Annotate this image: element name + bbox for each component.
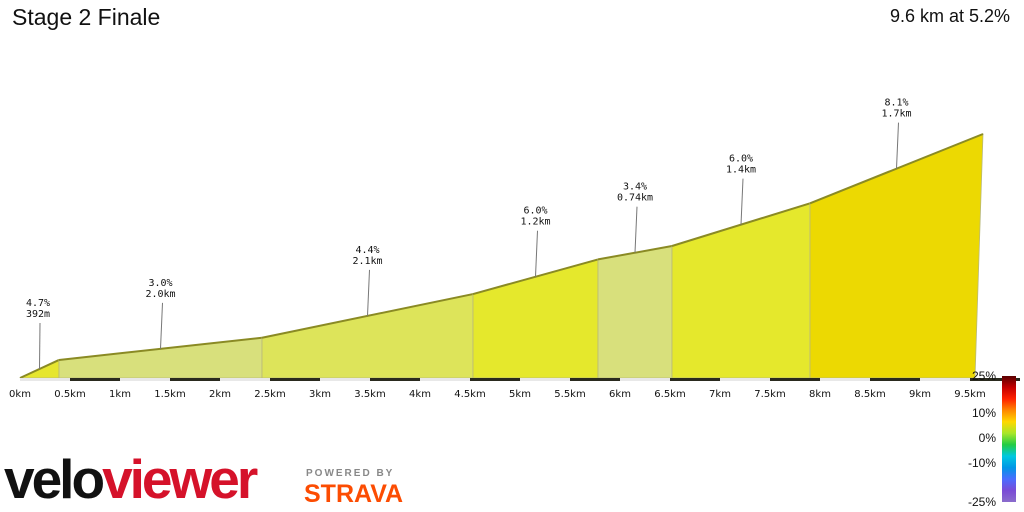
powered-by-label: POWERED BY — [306, 468, 395, 479]
segment-grade-label-3: 4.4% — [355, 245, 379, 256]
x-tick-label-18: 9km — [909, 389, 931, 400]
segment-grade-label-1: 4.7% — [26, 298, 50, 309]
chart-title: Stage 2 Finale — [12, 4, 161, 30]
x-axis-band-17 — [870, 378, 920, 381]
x-tick-label-14: 7km — [709, 389, 731, 400]
x-axis-band-11 — [570, 378, 620, 381]
segment-grade-label-2: 3.0% — [148, 278, 172, 289]
segment-grade-label-6: 6.0% — [729, 154, 753, 165]
x-tick-label-8: 4km — [409, 389, 431, 400]
x-tick-label-7: 3.5km — [354, 389, 385, 400]
segment-grade-label-7: 8.1% — [884, 98, 908, 109]
grade-scale-label-2: 0% — [979, 431, 997, 445]
x-axis-band-9 — [470, 378, 520, 381]
x-tick-label-17: 8.5km — [854, 389, 885, 400]
segment-grade-label-4: 6.0% — [523, 206, 547, 217]
segment-5 — [597, 245, 673, 379]
segment-leader-1 — [39, 322, 41, 369]
logo-text-viewer: viewer — [102, 448, 258, 510]
segment-6 — [671, 202, 811, 379]
segment-leader-5 — [634, 206, 638, 253]
x-tick-label-6: 3km — [309, 389, 331, 400]
segment-length-label-5: 0.74km — [617, 193, 653, 204]
x-axis-band-5 — [270, 378, 320, 381]
x-tick-label-5: 2.5km — [254, 389, 285, 400]
x-axis-band-7 — [370, 378, 420, 381]
segment-length-label-2: 2.0km — [145, 289, 175, 300]
x-tick-label-12: 6km — [609, 389, 631, 400]
grade-color-scale — [1002, 376, 1016, 502]
x-axis-band-19 — [970, 378, 1020, 381]
x-tick-label-13: 6.5km — [654, 389, 685, 400]
x-axis-band-13 — [670, 378, 720, 381]
segment-leader-7 — [896, 122, 899, 169]
grade-scale-label-4: -25% — [968, 495, 996, 509]
x-tick-label-0: 0km — [9, 389, 31, 400]
segment-length-label-6: 1.4km — [726, 165, 756, 176]
x-tick-label-9: 4.5km — [454, 389, 485, 400]
segment-outline-7 — [809, 133, 984, 205]
x-tick-label-11: 5.5km — [554, 389, 585, 400]
x-tick-label-16: 8km — [809, 389, 831, 400]
segment-leader-6 — [740, 178, 744, 225]
segment-length-label-3: 2.1km — [352, 256, 382, 267]
grade-scale-label-0: 25% — [972, 369, 996, 383]
x-tick-label-10: 5km — [509, 389, 531, 400]
segment-length-label-7: 1.7km — [881, 109, 911, 120]
x-tick-label-19: 9.5km — [954, 389, 985, 400]
logo-text-velo: velo — [4, 448, 105, 510]
segment-leader-2 — [160, 302, 163, 349]
x-tick-label-2: 1km — [109, 389, 131, 400]
segment-leader-3 — [367, 269, 370, 316]
segment-leader-4 — [535, 230, 538, 277]
segment-7 — [809, 133, 984, 379]
x-axis-band-15 — [770, 378, 820, 381]
grade-scale-label-3: -10% — [968, 456, 996, 470]
x-tick-label-1: 0.5km — [54, 389, 85, 400]
x-tick-label-3: 1.5km — [154, 389, 185, 400]
grade-scale-label-1: 10% — [972, 406, 996, 420]
segment-length-label-1: 392m — [26, 309, 50, 320]
x-tick-label-15: 7.5km — [754, 389, 785, 400]
x-axis-band-3 — [170, 378, 220, 381]
veloviewer-logo: veloviewer — [4, 452, 258, 507]
segment-grade-label-5: 3.4% — [623, 182, 647, 193]
segment-length-label-4: 1.2km — [520, 217, 550, 228]
climb-summary: 9.6 km at 5.2% — [889, 6, 1010, 26]
strava-logo: STRAVA — [304, 480, 404, 508]
x-axis-band-1 — [70, 378, 120, 381]
x-tick-label-4: 2km — [209, 389, 231, 400]
